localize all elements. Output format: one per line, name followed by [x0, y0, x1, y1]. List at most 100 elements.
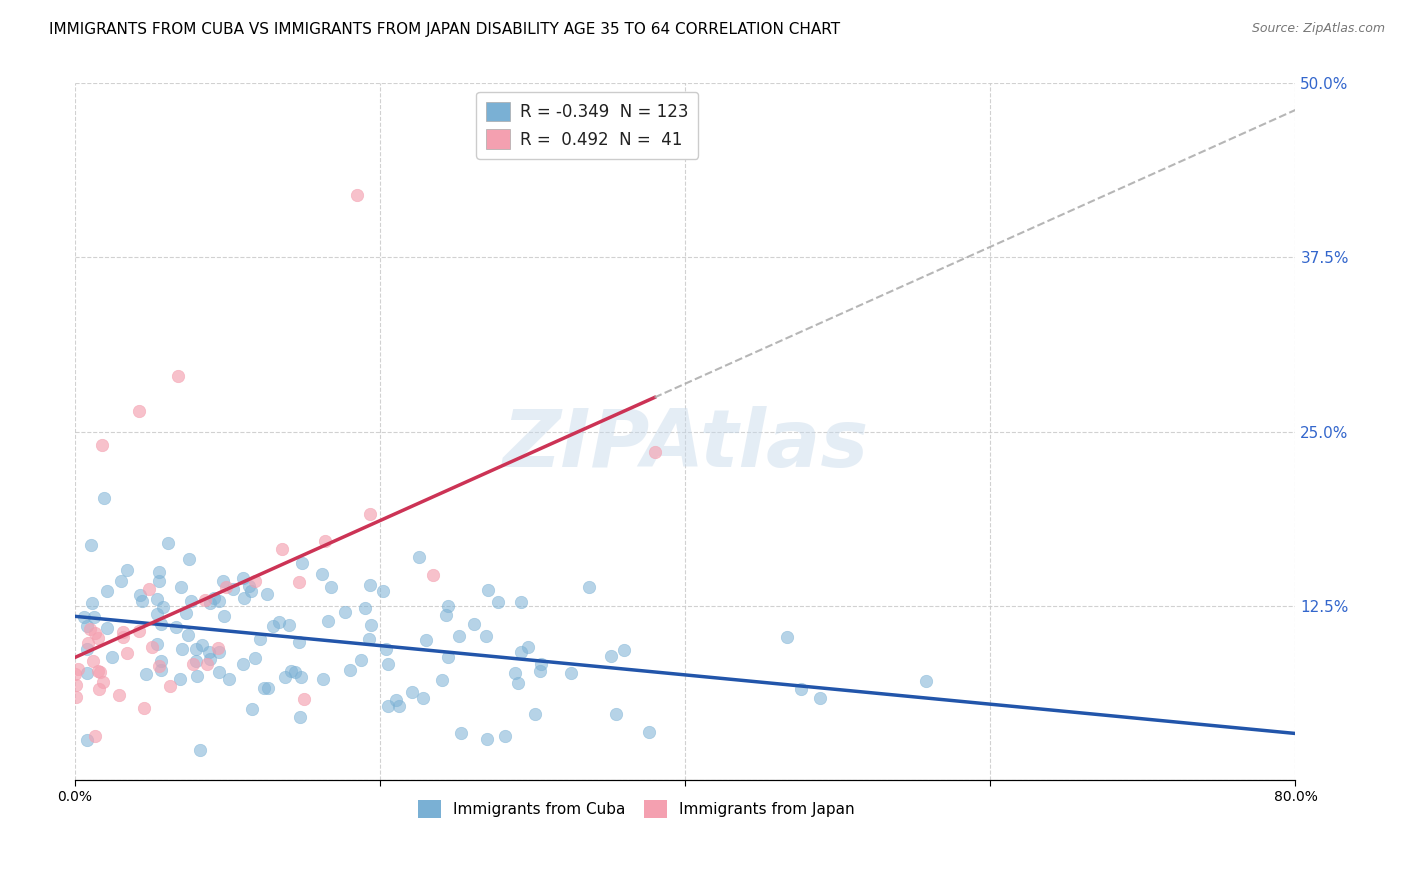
Point: [93, 675, 115, 690]
Point: [516, 640, 538, 655]
Point: [288, 710, 311, 724]
Point: [280, 664, 302, 678]
Point: [350, 653, 373, 667]
Point: [422, 568, 444, 582]
Point: [76, 665, 98, 680]
Point: [359, 508, 381, 522]
Point: [605, 707, 627, 722]
Point: [115, 646, 138, 660]
Point: [149, 654, 172, 668]
Point: [509, 645, 531, 659]
Point: [67, 662, 90, 676]
Point: [79, 623, 101, 637]
Point: [319, 580, 342, 594]
Point: [170, 580, 193, 594]
Point: [76, 733, 98, 747]
Point: [72, 610, 94, 624]
Point: [430, 673, 453, 687]
Point: [174, 607, 197, 621]
Point: [311, 567, 333, 582]
Point: [190, 638, 212, 652]
Point: [238, 579, 260, 593]
Point: [523, 706, 546, 721]
Point: [138, 582, 160, 596]
Point: [477, 582, 499, 597]
Point: [377, 698, 399, 713]
Point: [508, 675, 530, 690]
Point: [195, 657, 218, 672]
Point: [169, 672, 191, 686]
Point: [148, 565, 170, 579]
Point: [87, 681, 110, 696]
Point: [290, 670, 312, 684]
Point: [232, 657, 254, 672]
Point: [80, 596, 103, 610]
Point: [132, 701, 155, 715]
Point: [198, 652, 221, 666]
Point: [128, 403, 150, 417]
Point: [262, 619, 284, 633]
Point: [314, 533, 336, 548]
Point: [360, 618, 382, 632]
Point: [375, 641, 398, 656]
Point: [65, 678, 87, 692]
Point: [377, 657, 399, 671]
Point: [273, 670, 295, 684]
Point: [145, 637, 167, 651]
Point: [510, 594, 533, 608]
Point: [437, 650, 460, 665]
Point: [146, 607, 169, 621]
Point: [494, 729, 516, 743]
Point: [450, 726, 472, 740]
Point: [115, 563, 138, 577]
Point: [82, 654, 104, 668]
Point: [87, 664, 110, 678]
Point: [914, 674, 936, 689]
Point: [80, 538, 103, 552]
Point: [180, 594, 202, 608]
Point: [253, 681, 276, 695]
Point: [232, 591, 254, 606]
Point: [150, 617, 173, 632]
Point: [83, 609, 105, 624]
Point: [437, 599, 460, 613]
Point: [83, 729, 105, 743]
Point: [152, 599, 174, 614]
Point: [112, 624, 135, 639]
Point: [218, 672, 240, 686]
Point: [170, 641, 193, 656]
Point: [530, 657, 553, 671]
Point: [644, 445, 666, 459]
Point: [388, 699, 411, 714]
Point: [208, 594, 231, 608]
Point: [86, 631, 108, 645]
Point: [578, 580, 600, 594]
Point: [77, 635, 100, 649]
Text: ZIPAtlas: ZIPAtlas: [502, 407, 868, 484]
Point: [311, 673, 333, 687]
Point: [65, 690, 87, 705]
Point: [256, 587, 278, 601]
Point: [475, 629, 498, 643]
Point: [212, 609, 235, 624]
Point: [212, 574, 235, 589]
Point: [463, 617, 485, 632]
Text: IMMIGRANTS FROM CUBA VS IMMIGRANTS FROM JAPAN DISABILITY AGE 35 TO 64 CORRELATIO: IMMIGRANTS FROM CUBA VS IMMIGRANTS FROM …: [49, 22, 841, 37]
Point: [157, 535, 180, 549]
Point: [288, 574, 311, 589]
Point: [167, 368, 190, 383]
Point: [240, 701, 263, 715]
Point: [101, 649, 124, 664]
Point: [385, 693, 408, 707]
Point: [148, 659, 170, 673]
Point: [198, 596, 221, 610]
Point: [177, 628, 200, 642]
Point: [486, 595, 509, 609]
Point: [284, 665, 307, 680]
Point: [221, 582, 243, 596]
Point: [292, 692, 315, 706]
Point: [316, 615, 339, 629]
Point: [613, 643, 636, 657]
Point: [111, 630, 134, 644]
Point: [291, 556, 314, 570]
